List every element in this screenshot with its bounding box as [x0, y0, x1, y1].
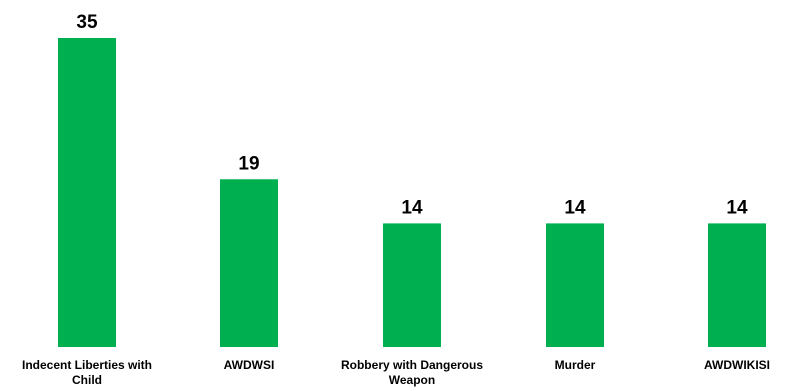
category-labels-group: Indecent Liberties with Child AWDWSI Robber…: [22, 358, 770, 387]
bar-3: [383, 223, 441, 347]
bar-value-label-1: 35: [76, 12, 98, 33]
category-label-3: Robbery with Dangerous Weapon: [341, 358, 483, 387]
bar-4: [546, 223, 604, 347]
bar-value-label-5: 14: [726, 197, 748, 218]
category-label-1: Indecent Liberties with Child: [22, 358, 152, 387]
bar-value-label-4: 14: [564, 197, 586, 218]
category-label-5: AWDWIKISI: [704, 358, 770, 372]
bars-group: [58, 38, 766, 347]
category-label-4: Murder: [555, 358, 596, 372]
bar-1: [58, 38, 116, 347]
value-labels-group: 35 19 14 14 14: [76, 12, 748, 218]
bar-value-label-3: 14: [401, 197, 423, 218]
bar-5: [708, 223, 766, 347]
bar-2: [220, 179, 278, 347]
bar-value-label-2: 19: [238, 153, 259, 174]
category-label-2: AWDWSI: [224, 358, 275, 372]
